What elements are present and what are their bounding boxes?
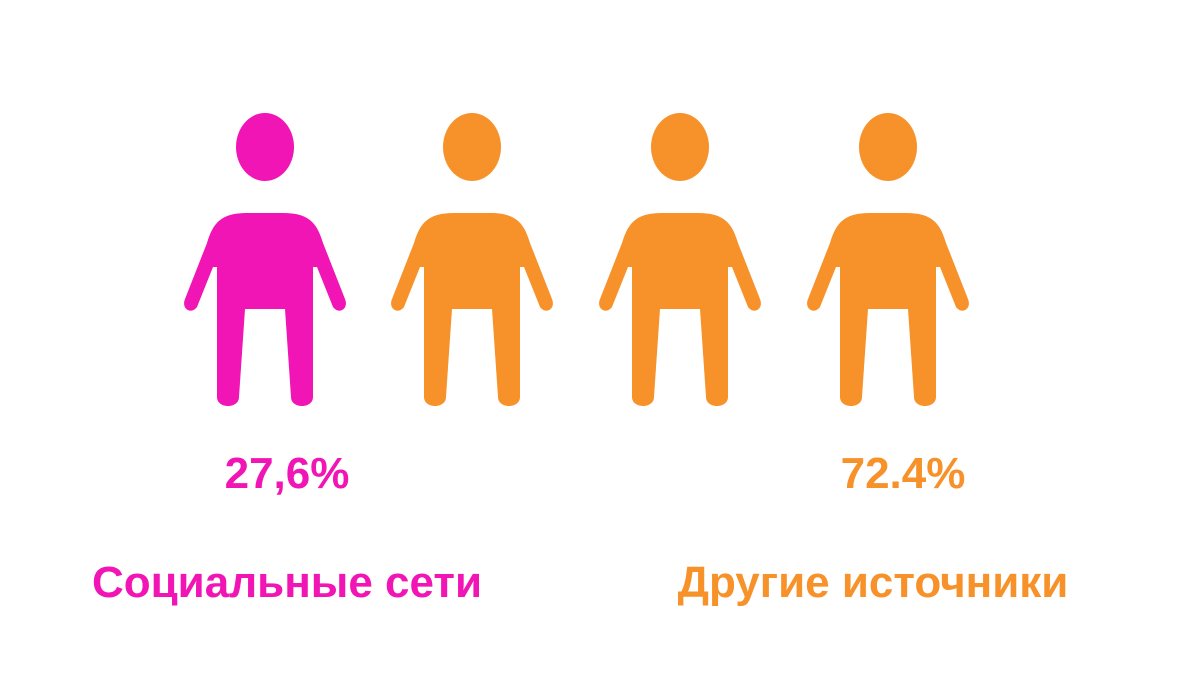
person-body [599,213,761,406]
person-icon [184,113,346,406]
person-head [443,113,501,181]
social-percentage: 27,6% [224,449,350,498]
social-label: Социальные сети [91,558,483,607]
other-label: Другие источники [677,558,1069,607]
person-body [807,213,969,406]
pictogram-figures [184,113,969,406]
person-icon [391,113,553,406]
person-body [391,213,553,406]
person-head [859,113,917,181]
person-icon [807,113,969,406]
person-head [236,113,294,181]
other-percentage: 72.4% [840,449,966,498]
person-body [184,213,346,406]
person-icon [599,113,761,406]
person-head [651,113,709,181]
